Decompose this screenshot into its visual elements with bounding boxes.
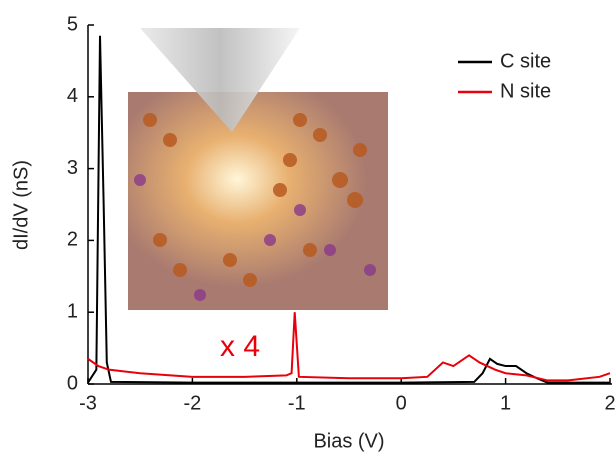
y-tick-label: 1 [67, 300, 78, 322]
y-tick-label: 2 [67, 229, 78, 251]
x-tick-label: -3 [79, 392, 97, 414]
x-tick-label: -1 [288, 392, 306, 414]
x-axis-label: Bias (V) [313, 430, 384, 452]
annotation: x 4 [220, 330, 260, 363]
x-tick-label: 0 [396, 392, 407, 414]
y-tick-label: 5 [67, 13, 78, 35]
y-tick-label: 0 [67, 372, 78, 394]
x-tick-label: -2 [184, 392, 202, 414]
y-tick-label: 3 [67, 157, 78, 179]
series-line [87, 312, 611, 382]
x-tick-label: 1 [500, 392, 511, 414]
y-tick-label: 4 [67, 85, 78, 107]
y-axis-label: dI/dV (nS) [10, 160, 32, 250]
legend-label: C site [500, 50, 551, 72]
x-tick-label: 2 [604, 392, 615, 414]
inset-image [128, 28, 388, 310]
legend-label: N site [500, 80, 551, 102]
